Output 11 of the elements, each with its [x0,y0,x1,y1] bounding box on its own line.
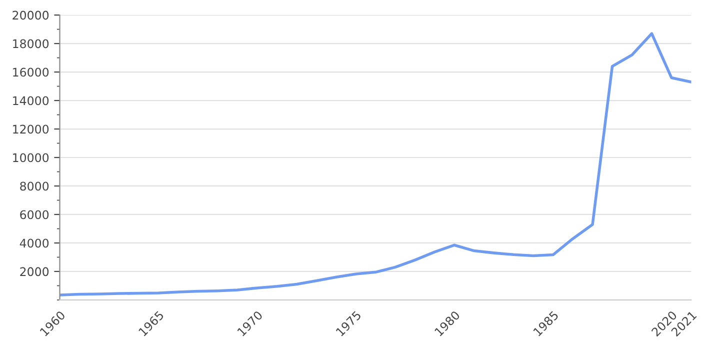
y-tick-label: 20000 [12,10,49,20]
y-tick-label: 8000 [20,182,49,191]
y-tick-label: 16000 [13,68,49,77]
line-series [60,32,692,296]
y-tick-label: 12000 [13,124,49,134]
y-tick-label: 18000 [13,39,49,48]
y-tick-label: 4000 [20,238,49,248]
y-tick-label: 10000 [13,153,49,162]
y-tick-label: 2000 [20,267,49,276]
y-tick-label: 14000 [13,96,49,106]
y-tick-label: 6000 [20,210,49,220]
